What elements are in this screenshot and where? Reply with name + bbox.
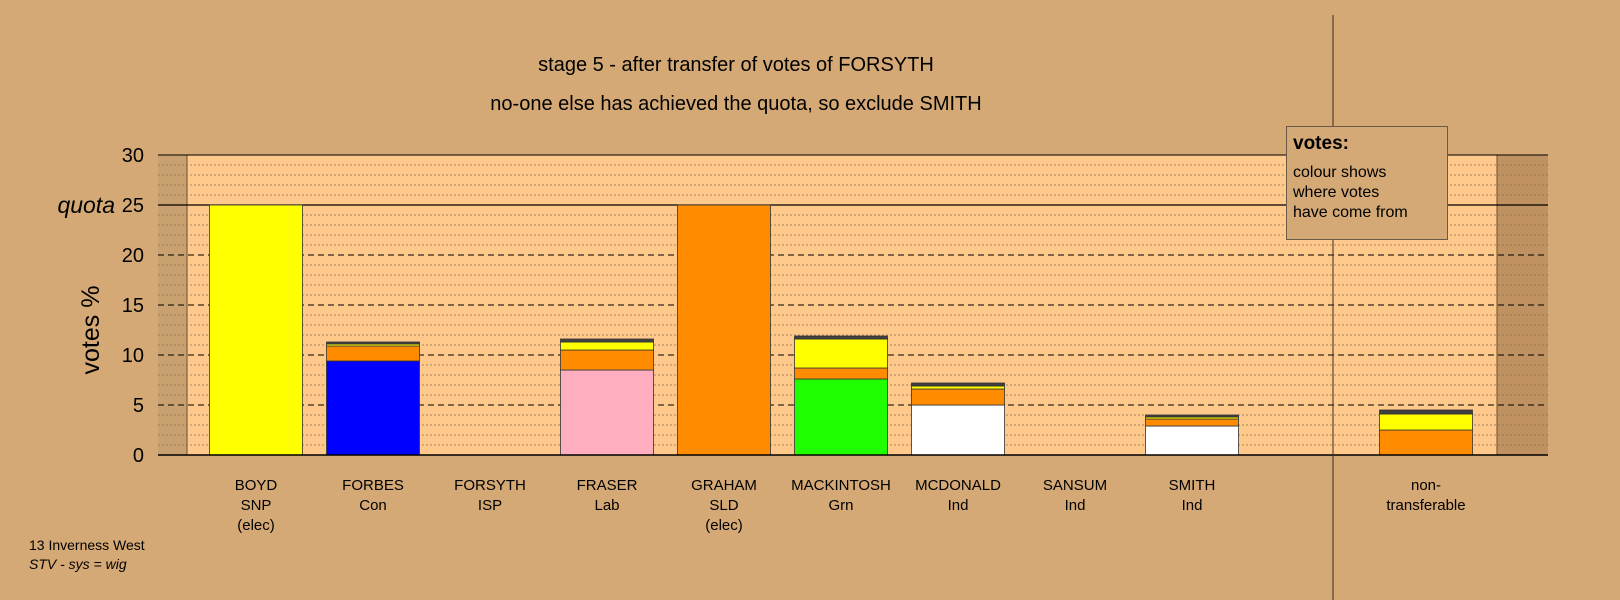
bar-segment [326, 345, 420, 362]
x-tick-label: FORBES [342, 477, 404, 494]
x-tick-label: non- [1411, 477, 1441, 494]
x-tick-label: (elec) [705, 517, 743, 534]
bar-segment [1145, 425, 1239, 456]
bar-segment [1379, 413, 1473, 431]
quota-label: quota [57, 192, 115, 218]
x-tick-label: transferable [1386, 497, 1465, 514]
y-tick-label: 25 [122, 195, 144, 217]
plot-area: 0 5 10 15 20 25 30 quota BOYD SNP (elec) FORBES Con F… [57, 15, 1548, 600]
x-tick-label: ISP [478, 497, 502, 514]
y-tick-label: 10 [122, 345, 144, 367]
x-tick-label: Ind [1065, 497, 1086, 514]
bar-segment [326, 341, 420, 345]
bar-segment [911, 388, 1005, 406]
bar-segment [1145, 418, 1239, 427]
x-tick-label: FRASER [577, 477, 638, 494]
y-tick-label: 30 [122, 145, 144, 167]
x-tick-label: MCDONALD [915, 477, 1001, 494]
bar-segment [677, 204, 771, 456]
x-tick-label: Lab [594, 497, 619, 514]
bar-segment [794, 338, 888, 369]
y-tick-label: 5 [133, 395, 144, 417]
bar-segment [1145, 414, 1239, 418]
bar-segment [794, 378, 888, 456]
bar-segment [1379, 409, 1473, 415]
x-tick-label: SANSUM [1043, 477, 1107, 494]
bar-segment [911, 382, 1005, 387]
bar-segment [1379, 429, 1473, 456]
x-tick-label: BOYD [235, 477, 278, 494]
system-label: STV - sys = wig [29, 556, 127, 572]
bar-segment [794, 335, 888, 340]
x-tick-label: Grn [828, 497, 853, 514]
chart-title-line1: stage 5 - after transfer of votes of FOR… [538, 54, 934, 76]
y-tick-label: 20 [122, 245, 144, 267]
bar-segment [326, 360, 420, 456]
x-tick-label: FORSYTH [454, 477, 526, 494]
bar-segment [560, 369, 654, 456]
ward-name: 13 Inverness West [29, 537, 145, 553]
x-tick-label: Ind [1182, 497, 1203, 514]
x-tick-label: Ind [948, 497, 969, 514]
x-tick-label: SLD [709, 497, 738, 514]
chart-title-line2: no-one else has achieved the quota, so e… [490, 93, 981, 115]
legend-text: colour shows where votes have come from [1293, 164, 1408, 221]
legend-title: votes: [1293, 133, 1349, 154]
bar-segment [560, 338, 654, 343]
y-axis-label: votes % [77, 286, 105, 375]
x-tick-label: GRAHAM [691, 477, 757, 494]
legend-box: votes: colour shows where votes have com… [1286, 126, 1448, 240]
x-tick-label: SNP [241, 497, 272, 514]
y-tick-label: 0 [133, 445, 144, 467]
bar-segment [209, 204, 303, 456]
bar-segment [911, 385, 1005, 390]
x-tick-label: (elec) [237, 517, 275, 534]
bar-segment [560, 349, 654, 371]
bar-segment [794, 367, 888, 380]
x-tick-label: MACKINTOSH [791, 477, 891, 494]
bar-segment [560, 341, 654, 351]
bar-segment [911, 404, 1005, 456]
y-tick-label: 15 [122, 295, 144, 317]
x-tick-label: Con [359, 497, 387, 514]
x-tick-label: SMITH [1169, 477, 1216, 494]
